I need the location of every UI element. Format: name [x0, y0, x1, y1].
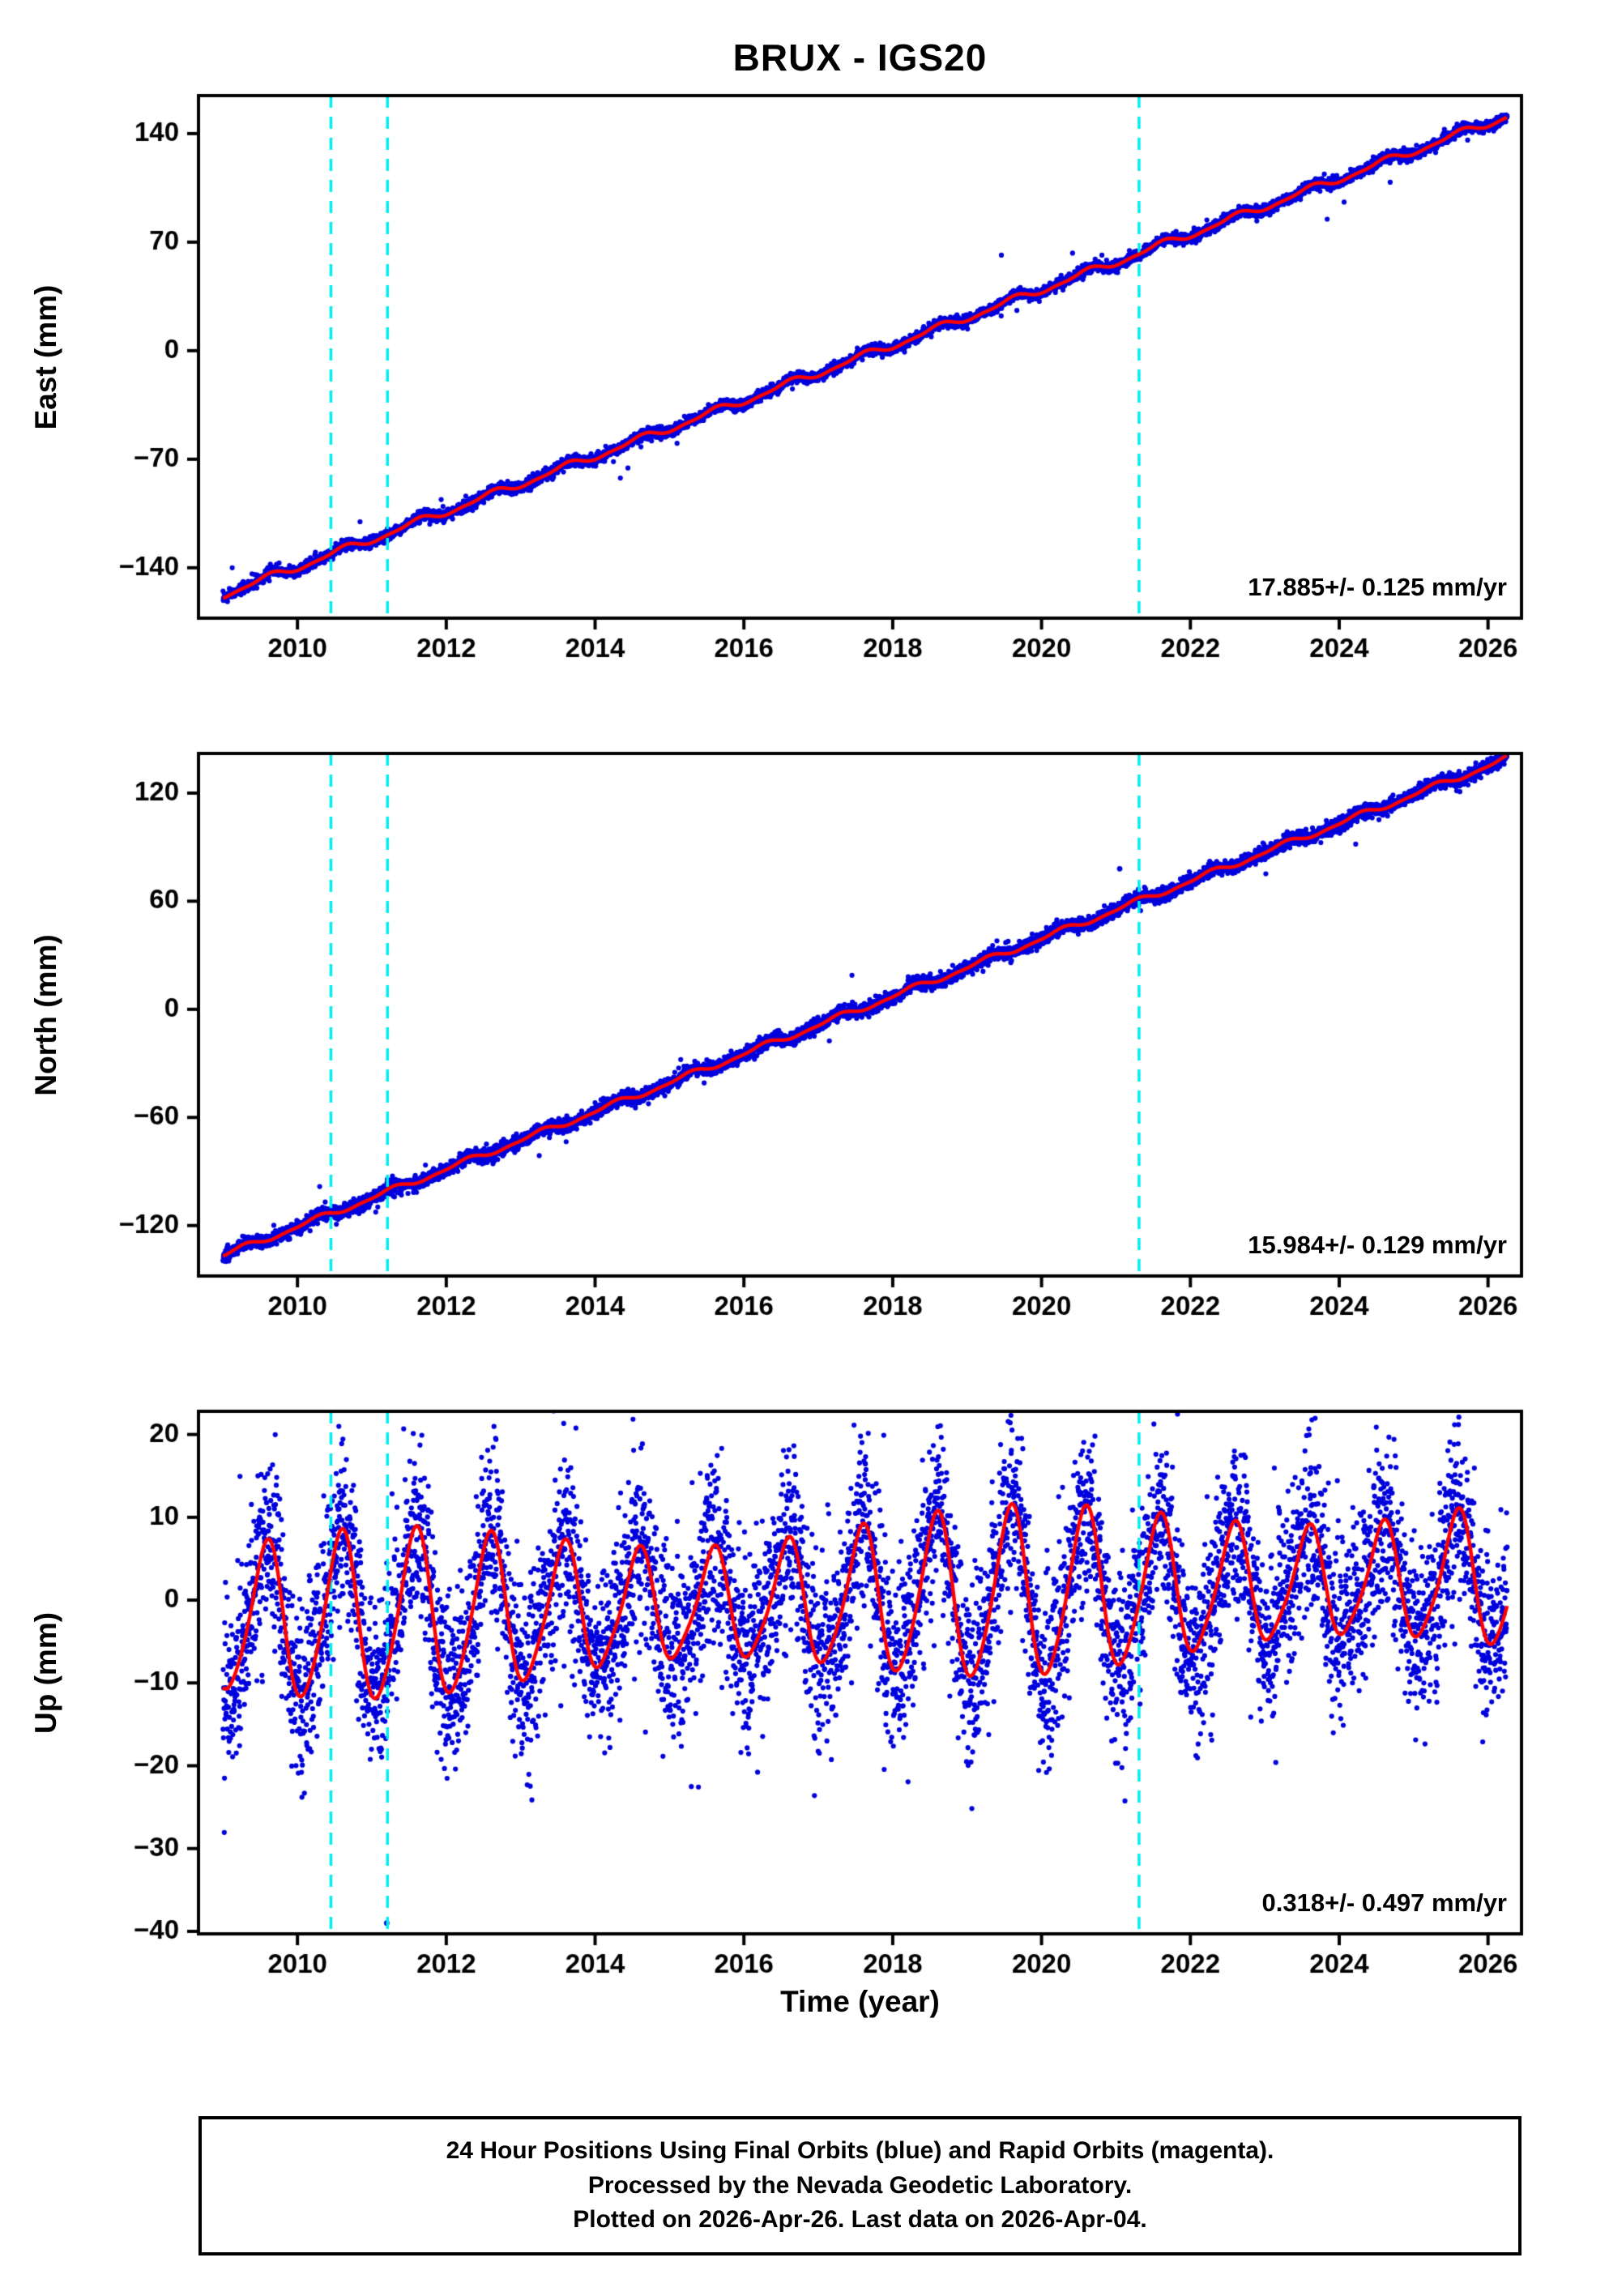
north-axis-label: North (mm): [29, 934, 62, 1096]
caption-line-1: 24 Hour Positions Using Final Orbits (bl…: [446, 2137, 1274, 2164]
time-axis-label: Time (year): [780, 1985, 940, 2018]
north-plot-canvas: [0, 733, 1609, 1389]
caption-line-2: Processed by the Nevada Geodetic Laborat…: [587, 2171, 1133, 2199]
caption-line-3: Plotted on 2026-Apr-26. Last data on 202…: [573, 2206, 1147, 2234]
caption-box: 24 Hour Positions Using Final Orbits (bl…: [198, 2116, 1522, 2255]
plot-title: BRUX - IGS20: [732, 36, 988, 79]
panel-east: East (mm) 17.885+/- 0.125 mm/yr: [0, 75, 1609, 732]
up-rate-annotation: 0.318+/- 0.497 mm/yr: [1261, 1888, 1507, 1917]
panel-up: Up (mm) 0.318+/- 0.497 mm/yr: [0, 1391, 1609, 2047]
east-plot-canvas: [0, 75, 1609, 732]
east-rate-annotation: 17.885+/- 0.125 mm/yr: [1248, 573, 1507, 601]
up-plot-canvas: [0, 1391, 1609, 2047]
up-axis-label: Up (mm): [29, 1611, 62, 1735]
north-rate-annotation: 15.984+/- 0.129 mm/yr: [1248, 1231, 1507, 1259]
panel-north: North (mm) 15.984+/- 0.129 mm/yr: [0, 733, 1609, 1389]
east-axis-label: East (mm): [29, 284, 62, 430]
